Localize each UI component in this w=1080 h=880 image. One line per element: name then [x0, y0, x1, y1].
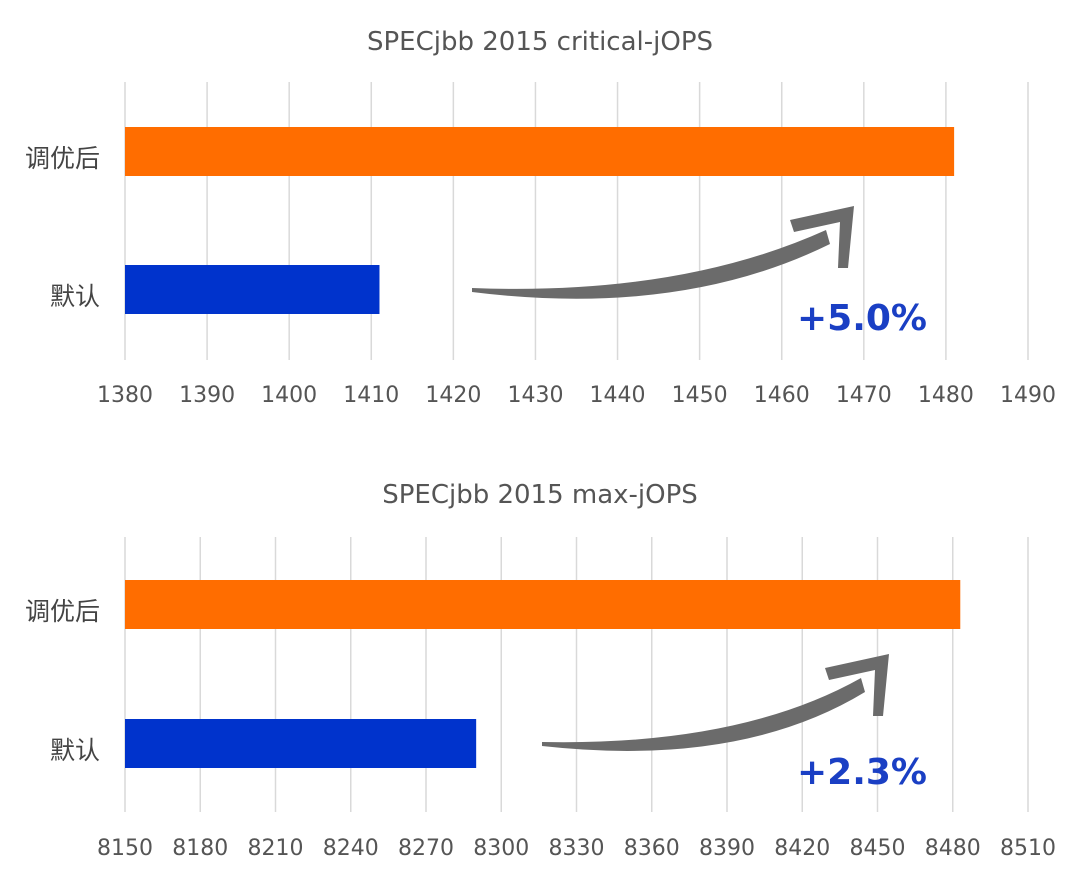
growth-arrow-icon	[542, 654, 889, 751]
x-tick-label: 1390	[179, 383, 235, 408]
chart-1: SPECjbb 2015 critical-jOPS 1380 1390 1400 14…	[25, 27, 1056, 408]
x-tick-label: 8180	[172, 836, 228, 861]
bar-tuned	[125, 580, 961, 629]
x-tick-label: 1380	[97, 383, 153, 408]
x-tick-label: 8300	[473, 836, 529, 861]
category-label: 默认	[50, 282, 100, 311]
growth-annotation: +2.3%	[797, 752, 927, 793]
x-tick-label: 1440	[590, 383, 646, 408]
x-tick-label: 8390	[699, 836, 755, 861]
arrow-head	[790, 206, 854, 268]
category-label: 调优后	[25, 597, 100, 626]
x-tick-label: 8360	[624, 836, 680, 861]
x-tick-label: 8210	[248, 836, 304, 861]
category-label: 默认	[50, 736, 100, 765]
x-tick-label: 1420	[425, 383, 481, 408]
category-label: 调优后	[25, 144, 100, 173]
x-tick-label: 8240	[323, 836, 379, 861]
chart-2: SPECjbb 2015 max-jOPS 8150 8180 8210 8240 827…	[25, 480, 1056, 861]
x-tick-label: 8150	[97, 836, 153, 861]
arrow-head	[825, 654, 889, 716]
x-tick-label: 1430	[507, 383, 563, 408]
bar-default	[125, 719, 477, 768]
x-tick-label: 1460	[754, 383, 810, 408]
growth-arrow-icon	[472, 206, 854, 299]
x-tick-label: 1450	[672, 383, 728, 408]
x-tick-label: 8330	[549, 836, 605, 861]
x-tick-label: 8480	[925, 836, 981, 861]
x-tick-label: 8420	[774, 836, 830, 861]
x-tick-label: 8450	[850, 836, 906, 861]
x-tick-label: 1400	[261, 383, 317, 408]
chart-title: SPECjbb 2015 critical-jOPS	[367, 27, 713, 57]
x-tick-label: 1490	[1000, 383, 1056, 408]
bar-default	[125, 265, 380, 314]
x-tick-label: 8510	[1000, 836, 1056, 861]
x-tick-label: 8270	[398, 836, 454, 861]
x-tick-label: 1470	[836, 383, 892, 408]
x-tick-label: 1480	[918, 383, 974, 408]
arrow-shaft	[472, 230, 830, 299]
chart-title: SPECjbb 2015 max-jOPS	[382, 480, 698, 510]
bar-tuned	[125, 127, 955, 176]
x-tick-label: 1410	[343, 383, 399, 408]
arrow-shaft	[542, 678, 865, 751]
growth-annotation: +5.0%	[797, 298, 927, 339]
